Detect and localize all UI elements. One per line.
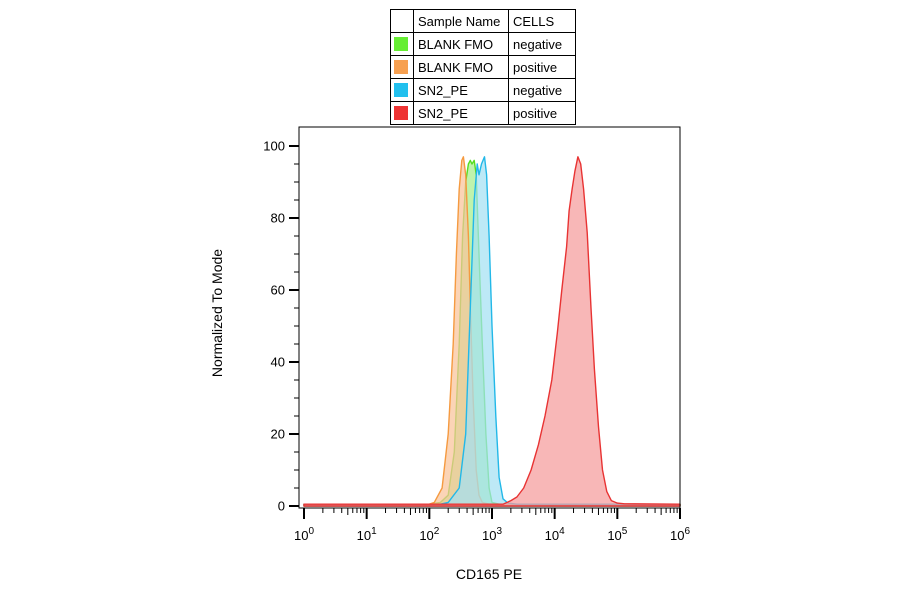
legend-cells: negative — [508, 78, 576, 102]
histogram-series-4 — [303, 156, 681, 507]
x-tick-label: 102 — [419, 526, 439, 543]
y-tick-label: 20 — [271, 427, 285, 442]
legend-row: BLANK FMO positive — [390, 55, 576, 79]
axis-layer: 0 20 40 60 80 100 100 101 102 103 104 105 106 — [263, 139, 690, 544]
y-tick-label: 100 — [263, 139, 285, 154]
legend-cells: positive — [508, 55, 576, 79]
y-axis-label: Normalized To Mode — [209, 249, 225, 377]
legend-swatch — [394, 83, 408, 97]
y-tick-label: 80 — [271, 211, 285, 226]
y-tick-label: 0 — [278, 499, 285, 514]
legend-row: SN2_PE negative — [390, 78, 576, 102]
y-tick-label: 40 — [271, 355, 285, 370]
legend-row: SN2_PE positive — [390, 101, 576, 125]
legend-sample-name: SN2_PE — [413, 78, 509, 102]
x-tick-label: 103 — [482, 526, 502, 543]
x-tick-label: 100 — [294, 526, 314, 543]
y-tick-label: 60 — [271, 283, 285, 298]
legend-cells: positive — [508, 101, 576, 125]
legend-swatch — [394, 106, 408, 120]
x-axis-label: CD165 PE — [456, 566, 522, 582]
x-tick-label: 105 — [607, 526, 627, 543]
legend-table: Sample Name CELLS BLANK FMO negative BLA… — [390, 9, 576, 125]
x-tick-label: 106 — [670, 526, 690, 543]
x-tick-label: 101 — [357, 526, 377, 543]
x-tick-label: 104 — [545, 526, 565, 543]
series-layer — [303, 156, 681, 507]
legend-cells: negative — [508, 32, 576, 56]
legend-swatch — [394, 60, 408, 74]
legend-row: BLANK FMO negative — [390, 32, 576, 56]
legend-swatch — [394, 37, 408, 51]
legend-sample-name: SN2_PE — [413, 101, 509, 125]
histogram-series-3 — [303, 156, 681, 507]
